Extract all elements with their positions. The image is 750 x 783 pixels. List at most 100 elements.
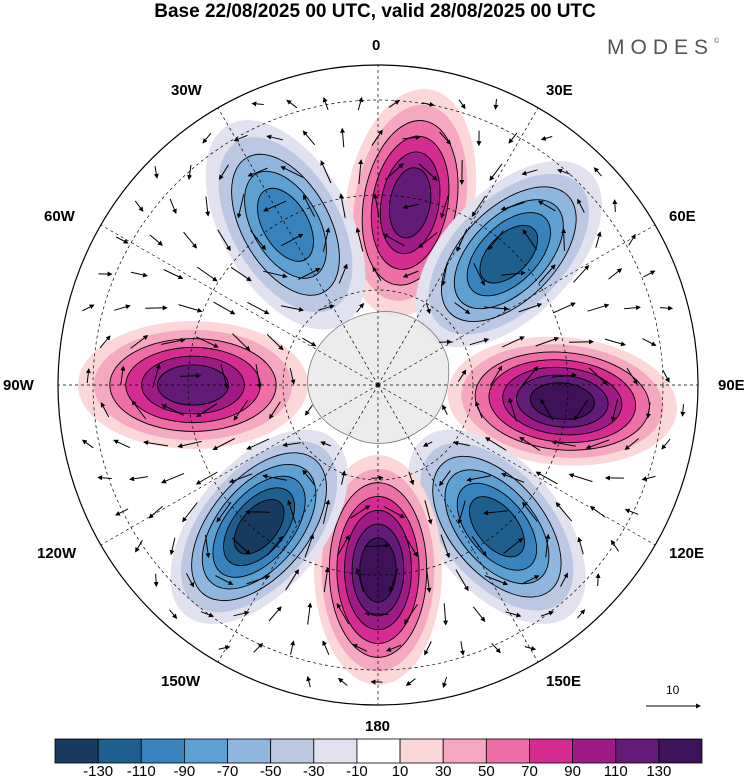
wind-vector-158: [97, 475, 112, 481]
wind-vector-6: [422, 101, 435, 107]
wind-vector-200: [440, 534, 451, 559]
wind-vector-47: [577, 198, 585, 213]
wind-vector-78: [538, 264, 556, 284]
wind-vector-145: [177, 440, 202, 449]
colorbar-tick-label: -110: [126, 763, 156, 780]
wind-vector-46: [537, 200, 556, 212]
wind-vector-191: [135, 540, 143, 553]
wind-vector-118: [255, 364, 262, 389]
wind-vector-39: [303, 194, 315, 217]
wind-vector-239: [424, 641, 432, 656]
wind-vector-50: [149, 234, 163, 246]
colorbar-tick-label: -130: [83, 763, 114, 780]
wind-vector-122: [521, 366, 539, 386]
wind-vector-88: [280, 305, 304, 312]
wind-vector-146: [212, 438, 235, 450]
wind-vector-208: [215, 575, 234, 585]
lon-label-120w: 120W: [37, 545, 77, 562]
wind-vector-16: [439, 131, 452, 145]
wind-vector-25: [320, 160, 332, 184]
wind-vector-34: [134, 200, 144, 212]
wind-vector-128: [131, 400, 147, 420]
wind-vector-220: [169, 609, 178, 619]
wind-vector-157: [661, 438, 671, 450]
wind-vector-71: [298, 268, 321, 280]
wind-vector-170: [500, 472, 525, 483]
wind-vector-223: [268, 606, 282, 622]
wind-vector-234: [253, 643, 264, 653]
colorbar-swatch-1: [54, 738, 99, 764]
lon-label-120e: 120E: [669, 545, 705, 562]
wind-vector-1: [251, 101, 264, 107]
wind-vector-192: [169, 537, 176, 556]
wind-vector-206: [153, 573, 159, 588]
lon-label-150e: 150E: [546, 673, 582, 690]
wind-vector-9: [202, 132, 212, 144]
wind-vector-60: [487, 230, 504, 251]
wind-vector-76: [473, 262, 485, 286]
wind-vector-35: [169, 198, 177, 215]
colorbar-swatch-9: [399, 738, 444, 764]
wind-vector-165: [341, 470, 347, 485]
wind-vector-113: [85, 368, 91, 383]
colorbar-tick-label: 30: [434, 763, 452, 780]
colorbar-swatch-7: [313, 738, 358, 764]
wind-vector-55: [322, 227, 331, 252]
wind-vector-72: [338, 263, 348, 284]
lon-label-0: 0: [372, 37, 381, 54]
anomaly-contour-2-110: [479, 224, 539, 284]
wind-vector-19: [540, 135, 553, 141]
wind-vector-95: [552, 302, 576, 314]
wind-vector-240: [459, 641, 465, 656]
wind-vector-22: [218, 164, 229, 181]
wind-vector-163: [262, 474, 287, 481]
wind-vector-235: [290, 640, 296, 655]
wind-vector-103: [232, 333, 251, 352]
wind-vector-7: [458, 99, 466, 110]
wind-vector-3: [322, 97, 329, 111]
wind-vector-58: [417, 232, 438, 249]
wind-vector-54: [281, 233, 304, 247]
lon-label-150w: 150W: [161, 673, 201, 690]
wind-vector-166: [371, 475, 384, 481]
wind-vector-229: [472, 606, 486, 622]
wind-vector-204: [577, 536, 584, 555]
wind-vector-79: [573, 264, 590, 283]
wind-vector-119: [289, 368, 296, 385]
wind-vector-62: [561, 228, 567, 251]
wind-vector-8: [493, 99, 499, 110]
wind-vector-207: [185, 573, 195, 588]
meridian-240: [100, 384, 379, 546]
meridian-150: [377, 384, 539, 663]
wind-vector-116: [179, 373, 202, 379]
wind-vector-121: [489, 365, 503, 386]
wind-vector-186: [483, 510, 508, 516]
wind-vector-221: [200, 611, 214, 618]
wind-vector-218: [560, 572, 568, 587]
colorbar-swatch-15: [658, 738, 703, 764]
wind-vector-161: [195, 471, 218, 485]
wind-vector-86: [213, 301, 236, 315]
wind-vector-174: [641, 475, 656, 482]
wind-vector-40: [339, 193, 346, 218]
wind-vector-244: [338, 677, 348, 686]
wind-vector-75: [441, 262, 448, 287]
colorbar-swatch-13: [572, 738, 617, 764]
wind-vector-209: [246, 575, 271, 585]
wind-vector-132: [269, 401, 281, 420]
meridian-300: [100, 224, 379, 386]
wind-vector-162: [228, 473, 253, 484]
wind-vector-237: [352, 644, 368, 652]
wind-vector-230: [505, 611, 522, 618]
wind-vector-211: [323, 567, 330, 592]
wind-vector-109: [535, 336, 560, 347]
meridian-210: [217, 384, 379, 663]
wind-vector-187: [522, 501, 538, 522]
wind-vector-172: [568, 473, 593, 483]
wind-vector-232: [577, 609, 586, 619]
colorbar-tick-label: 10: [391, 763, 409, 780]
wind-vector-233: [218, 645, 231, 651]
wind-vector-108: [501, 336, 525, 348]
lon-label-90e: 90E: [718, 377, 745, 394]
brand-name: MODES: [607, 36, 715, 59]
